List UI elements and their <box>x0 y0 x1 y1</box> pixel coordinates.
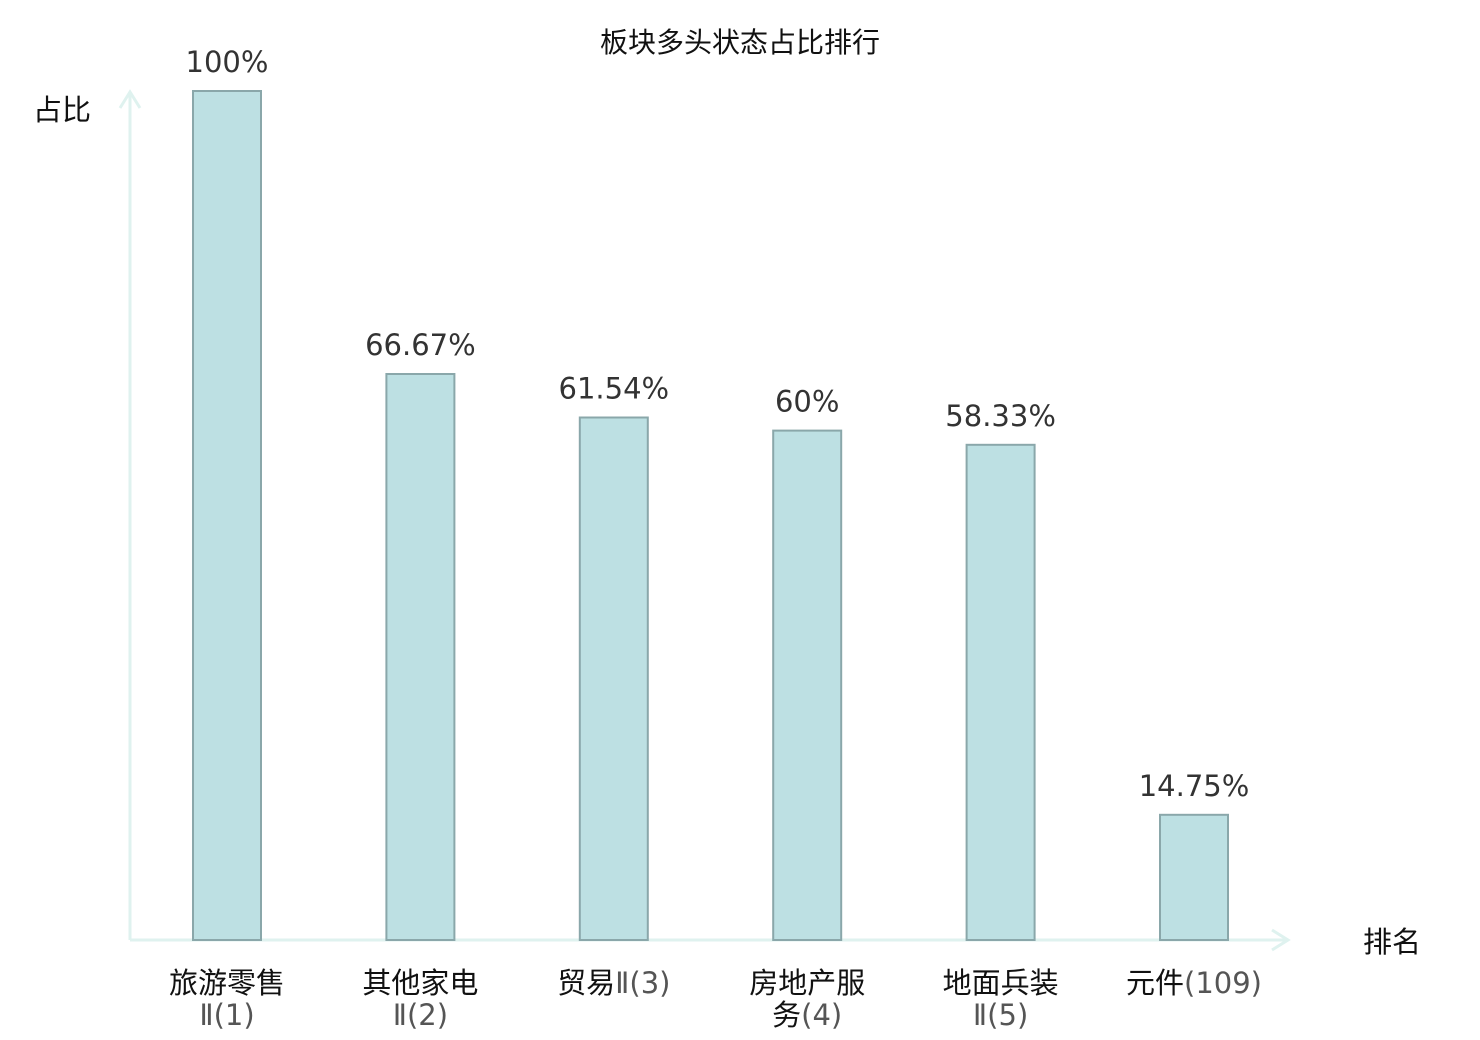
value-label-6: 14.75% <box>1139 769 1250 803</box>
value-label-3: 61.54% <box>559 372 670 406</box>
value-label-2: 66.67% <box>365 328 476 362</box>
bar-6 <box>1159 813 1229 941</box>
x-tick-label-6: 元件(109) <box>1126 966 1262 1000</box>
bar-2 <box>385 373 456 941</box>
bar-5 <box>965 443 1036 941</box>
bar-1 <box>192 90 262 941</box>
bars <box>192 90 1229 941</box>
x-axis-arrow-icon <box>1271 928 1291 952</box>
bar-3 <box>578 416 649 941</box>
x-axis-label: 排名 <box>1363 925 1421 959</box>
value-label-5: 58.33% <box>945 399 1056 433</box>
x-tick-label-1: 旅游零售 Ⅱ(1) <box>169 966 285 1032</box>
value-label-1: 100% <box>186 45 269 79</box>
value-label-4: 60% <box>775 385 839 419</box>
x-tick-label-4: 房地产服务(4) <box>749 966 865 1032</box>
value-labels: 100% 66.67% 61.54% 60% 58.33% 14.75% <box>186 45 1250 803</box>
x-tick-labels: 旅游零售 Ⅱ(1) 其他家电 Ⅱ(2) 贸易Ⅱ(3) 房地产服务(4) 地面兵装 Ⅱ(5) 元件… <box>169 966 1262 1032</box>
x-tick-label-5: 地面兵装 Ⅱ(5) <box>943 966 1059 1032</box>
x-tick-label-3: 贸易Ⅱ(3) <box>557 966 670 1000</box>
y-axis-arrow-icon <box>118 89 142 109</box>
axes <box>118 89 1291 952</box>
x-tick-label-2: 其他家电 Ⅱ(2) <box>362 966 478 1032</box>
bar-4 <box>772 429 843 941</box>
chart-title: 板块多头状态占比排行 <box>600 26 880 59</box>
y-axis-label: 占比 <box>33 93 91 127</box>
